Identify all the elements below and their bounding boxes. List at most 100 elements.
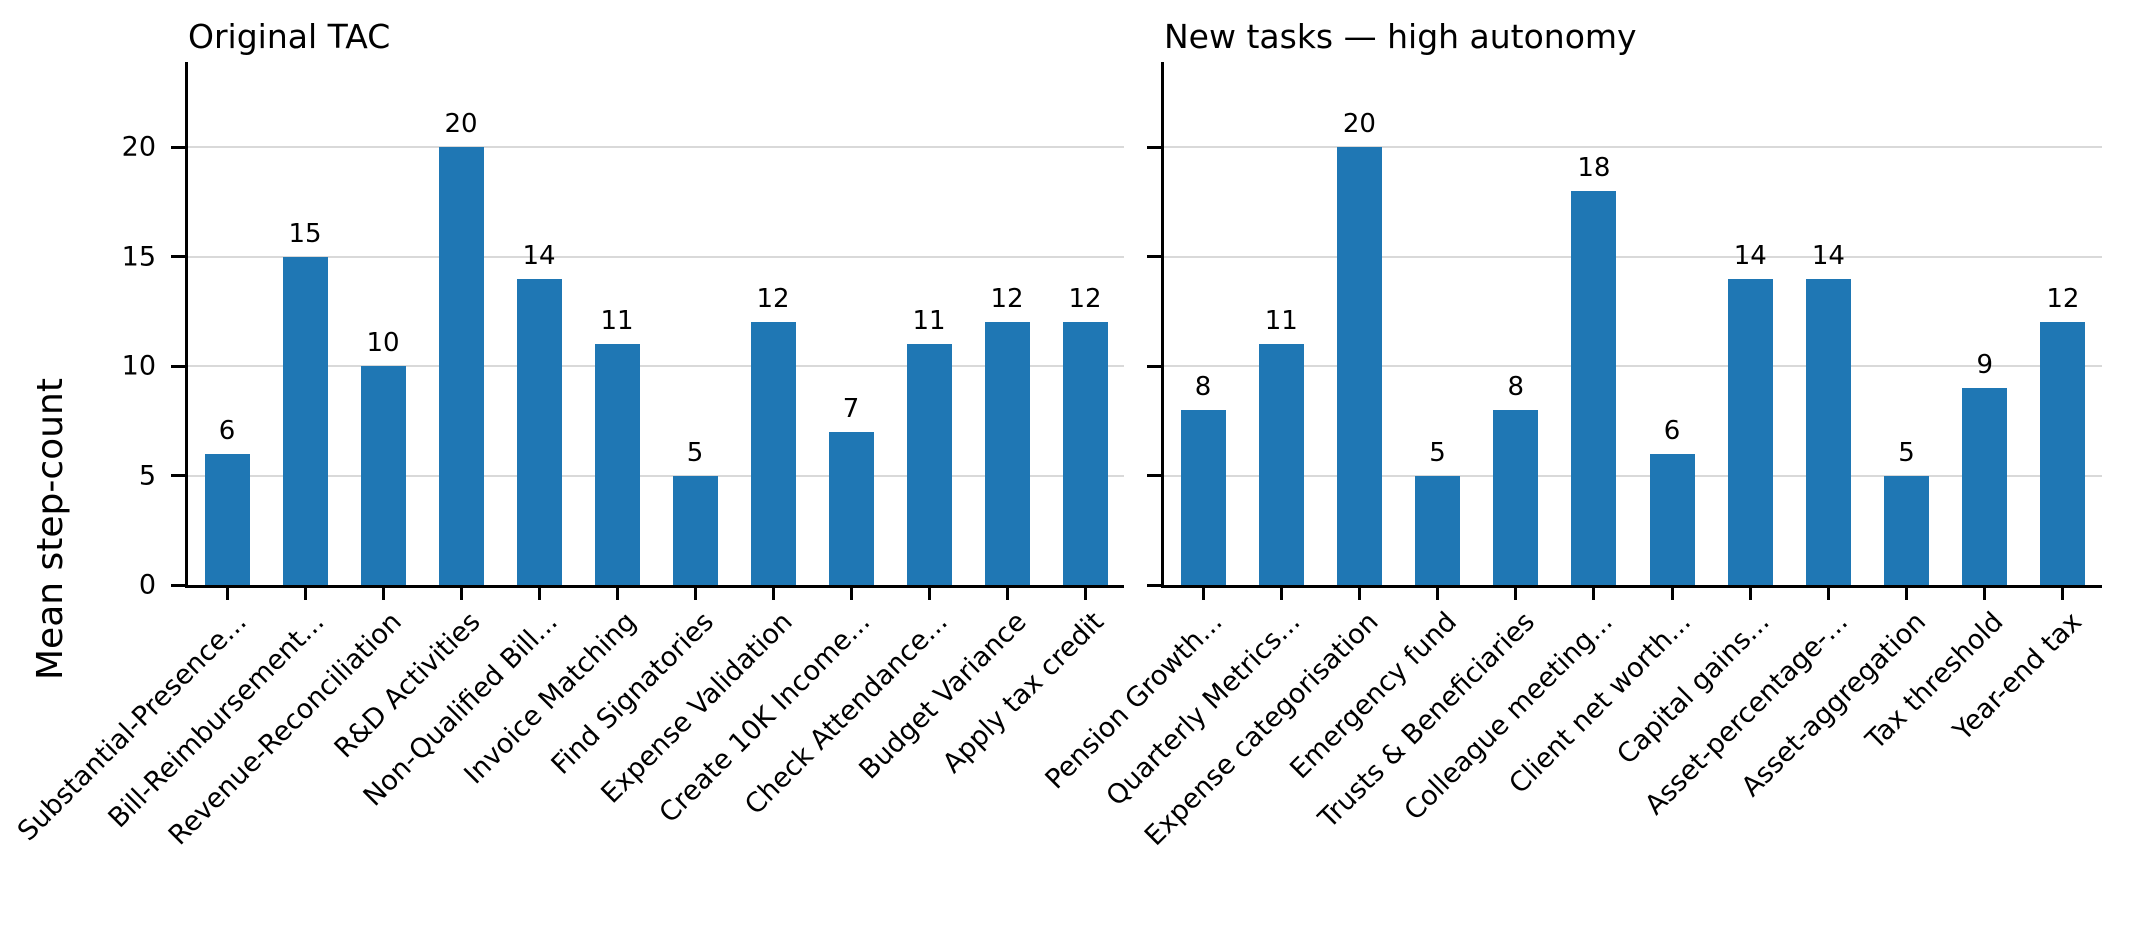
bar-value-label: 12 bbox=[756, 284, 790, 315]
y-tick-mark bbox=[1147, 583, 1161, 587]
bar-value-label: 9 bbox=[1976, 350, 1994, 381]
x-tick-mark bbox=[927, 585, 931, 600]
bar-value-label: 12 bbox=[2046, 284, 2080, 315]
y-tick-mark bbox=[1147, 255, 1161, 259]
gridline bbox=[1164, 255, 2102, 258]
gridline bbox=[188, 365, 1124, 368]
bar-value-label: 12 bbox=[1068, 284, 1102, 315]
x-tick-mark bbox=[1826, 585, 1830, 600]
left-spine bbox=[1161, 62, 1164, 588]
bar-value-label: 20 bbox=[1342, 109, 1376, 140]
y-tick-mark bbox=[1147, 364, 1161, 368]
x-tick-label: Tax threshold bbox=[1860, 606, 2010, 756]
bar-value-label: 5 bbox=[1429, 437, 1446, 468]
x-tick-mark bbox=[225, 585, 229, 600]
x-tick-mark bbox=[615, 585, 619, 600]
bar-value-label: 6 bbox=[1663, 415, 1681, 446]
bar bbox=[1571, 191, 1617, 585]
bar-value-label: 8 bbox=[1507, 371, 1525, 402]
y-tick-mark bbox=[171, 255, 185, 259]
bar bbox=[1258, 344, 1304, 585]
bar bbox=[1962, 388, 2008, 585]
y-tick-mark bbox=[171, 145, 185, 149]
x-tick-mark bbox=[1005, 585, 1009, 600]
bar bbox=[2040, 322, 2086, 585]
panel-original-tac: Original TAC 0 5 10 15 20 6 Substantial-Presen… bbox=[11, 20, 1124, 851]
x-tick-mark bbox=[303, 585, 307, 600]
x-tick-mark bbox=[1592, 585, 1596, 600]
bar bbox=[828, 431, 874, 585]
bar bbox=[204, 453, 250, 585]
gridline bbox=[1164, 474, 2102, 477]
bar-value-label: 12 bbox=[990, 284, 1024, 315]
x-tick-mark bbox=[1670, 585, 1674, 600]
bottom-spine bbox=[185, 585, 1124, 588]
bar-value-label: 8 bbox=[1194, 371, 1212, 402]
bar-value-label: 11 bbox=[912, 306, 946, 337]
gridline bbox=[188, 146, 1124, 149]
x-tick-mark bbox=[771, 585, 775, 600]
x-tick-mark bbox=[1436, 585, 1440, 600]
bar bbox=[750, 322, 796, 585]
bar-value-label: 14 bbox=[522, 240, 556, 271]
bar-value-label: 18 bbox=[1577, 153, 1611, 184]
x-tick-mark bbox=[381, 585, 385, 600]
panel-new-tasks-high-autonomy: New tasks — high autonomy 8 Pension Growt… bbox=[1039, 20, 2102, 852]
left-spine bbox=[185, 62, 188, 588]
bar-value-label: 14 bbox=[1733, 240, 1767, 271]
y-tick-label: 10 bbox=[121, 350, 156, 382]
x-tick-mark bbox=[1983, 585, 1987, 600]
y-tick-mark bbox=[171, 583, 185, 587]
x-tick-mark bbox=[1083, 585, 1087, 600]
x-tick-mark bbox=[849, 585, 853, 600]
y-tick-mark bbox=[1147, 145, 1161, 149]
bar-value-label: 5 bbox=[686, 437, 704, 468]
gridline bbox=[188, 255, 1124, 258]
bar bbox=[1336, 147, 1382, 585]
bottom-spine bbox=[1161, 585, 2102, 588]
y-tick-label: 15 bbox=[121, 241, 156, 273]
bar-value-label: 7 bbox=[842, 393, 860, 424]
bar bbox=[360, 366, 406, 585]
y-tick-mark bbox=[171, 474, 185, 478]
y-tick-label: 20 bbox=[121, 131, 156, 163]
x-tick-mark bbox=[693, 585, 697, 600]
bar bbox=[516, 278, 562, 585]
gridline bbox=[188, 474, 1124, 477]
bar-value-label: 15 bbox=[288, 218, 322, 249]
bar-value-label: 14 bbox=[1811, 240, 1845, 271]
x-tick-mark bbox=[1905, 585, 1909, 600]
bar bbox=[1805, 278, 1851, 585]
bar-value-label: 10 bbox=[366, 328, 400, 359]
x-tick-mark bbox=[1748, 585, 1752, 600]
y-tick-label: 0 bbox=[138, 569, 156, 601]
bar bbox=[1727, 278, 1773, 585]
bar bbox=[438, 147, 484, 585]
x-tick-mark bbox=[537, 585, 541, 600]
y-tick-mark bbox=[171, 364, 185, 368]
bar bbox=[1493, 409, 1539, 585]
x-tick-mark bbox=[1201, 585, 1205, 600]
bar-value-label: 20 bbox=[444, 109, 478, 140]
bar bbox=[282, 256, 328, 585]
bar-value-label: 11 bbox=[600, 306, 634, 337]
gridline bbox=[1164, 146, 2102, 149]
x-tick-mark bbox=[2061, 585, 2065, 600]
bar bbox=[672, 475, 718, 585]
x-tick-mark bbox=[1357, 585, 1361, 600]
y-tick-label: 5 bbox=[138, 460, 156, 492]
x-tick-mark bbox=[1279, 585, 1283, 600]
bar-value-label: 5 bbox=[1898, 437, 1915, 468]
gridline bbox=[1164, 365, 2102, 368]
bar bbox=[1062, 322, 1108, 585]
bar bbox=[1884, 475, 1930, 585]
bar bbox=[984, 322, 1030, 585]
bar bbox=[1180, 409, 1226, 585]
bar bbox=[1649, 453, 1695, 585]
panel-title-left: Original TAC bbox=[188, 17, 391, 56]
bar bbox=[594, 344, 640, 585]
x-tick-mark bbox=[459, 585, 463, 600]
bar-value-label: 6 bbox=[218, 415, 236, 446]
bar bbox=[906, 344, 952, 585]
